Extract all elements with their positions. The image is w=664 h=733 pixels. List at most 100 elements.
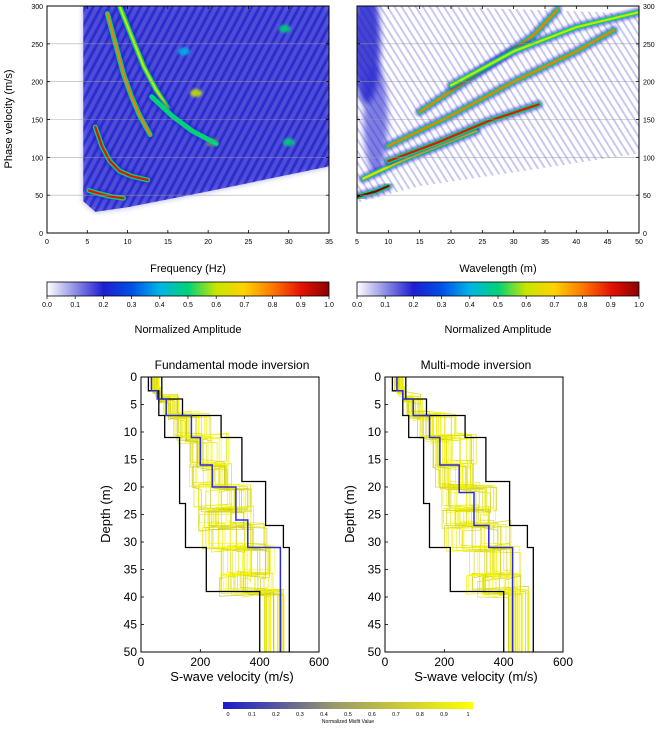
y-tick-label: 300 <box>31 4 43 11</box>
y-tick-label: 50 <box>35 193 43 200</box>
y-tick-label: 250 <box>31 42 43 49</box>
amplitude-colorbar-left: Normalized Amplitude 0.0 0.1 0.2 0.3 0.4 0.5 0… <box>42 281 334 336</box>
x-tick-label: 0 <box>138 655 145 669</box>
model-profile <box>397 377 510 652</box>
chart-title: Multi-mode inversion <box>421 358 532 372</box>
x-tick-label: 600 <box>309 655 329 669</box>
x-tick-label: 20 <box>447 239 455 246</box>
colorbar-tick-label: 0.9 <box>296 302 306 309</box>
y-tick-label: 200 <box>31 80 43 87</box>
x-tick-label: 30 <box>510 239 518 246</box>
y-tick-label: 10 <box>124 425 138 439</box>
colorbar-label: Normalized Amplitude <box>135 324 242 336</box>
y-tick-label: 150 <box>643 118 655 125</box>
x-tick-label: 45 <box>604 239 612 246</box>
y-tick-label: 20 <box>368 480 382 494</box>
misfit-colorbar: Normalized Misfit Value 0 0.1 0.2 0.3 0.4 0.5… <box>223 702 473 725</box>
y-tick-label: 40 <box>368 590 382 604</box>
x-tick-label: 400 <box>494 655 514 669</box>
x-tick-label: 0 <box>382 655 389 669</box>
colorbar-tick-label: 0.6 <box>211 302 221 309</box>
y-axis-label: Depth (m) <box>342 485 357 543</box>
grid-lines <box>357 43 639 196</box>
y-tick-label: 5 <box>130 398 137 412</box>
x-tick-label: 15 <box>164 239 172 246</box>
plot-frame <box>140 376 320 653</box>
x-axis-ticks: 5 10 15 20 25 30 35 40 45 50 <box>355 6 643 246</box>
grid-lines <box>47 43 329 196</box>
model-profile <box>155 377 270 652</box>
y-tick-label: 10 <box>368 425 382 439</box>
colorbar-gradient <box>356 281 640 297</box>
x-axis-label: S-wave velocity (m/s) <box>414 669 538 684</box>
chart-title: Fundamental mode inversion <box>155 358 310 372</box>
y-tick-label: 250 <box>643 42 655 49</box>
ridge <box>106 12 152 136</box>
y-tick-label: 15 <box>124 453 138 467</box>
colorbar-tick-label: 1.0 <box>324 302 334 309</box>
ridge <box>150 95 218 145</box>
y-tick-label: 50 <box>124 645 138 659</box>
y-tick-label: 300 <box>643 4 655 11</box>
upper-bound <box>161 377 290 652</box>
colorbar-tick-label: 0.5 <box>183 302 193 309</box>
x-tick-label: 15 <box>416 239 424 246</box>
colorbar-label: Normalized Misfit Value <box>322 719 374 725</box>
colorbar-tick-label: 0.5 <box>344 712 352 718</box>
y-tick-label: 100 <box>643 155 655 162</box>
colorbar-tick-label: 0 <box>226 712 229 718</box>
y-tick-label: 15 <box>368 453 382 467</box>
colorbar-tick-label: 0.6 <box>368 712 376 718</box>
y-tick-label: 50 <box>643 193 651 200</box>
colorbar-gradient <box>223 702 473 709</box>
tested-models <box>151 377 285 652</box>
hotspot <box>278 24 291 33</box>
y-tick-label: 30 <box>368 535 382 549</box>
x-axis-label: Frequency (Hz) <box>150 263 226 275</box>
ridge <box>449 11 639 87</box>
colorbar-tick-label: 0.8 <box>268 302 278 309</box>
dispersion-ridges <box>357 6 639 202</box>
x-axis-label: S-wave velocity (m/s) <box>170 669 294 684</box>
y-axis-label: Depth (m) <box>98 485 113 543</box>
x-tick-label: 600 <box>553 655 573 669</box>
x-tick-label: 35 <box>541 239 549 246</box>
x-tick-label: 25 <box>478 239 486 246</box>
x-tick-label: 200 <box>434 655 454 669</box>
hotspot <box>282 138 295 147</box>
y-tick-label: 150 <box>31 118 43 125</box>
fundamental-inversion-panel: Fundamental mode inversion 0 200 400 600 05… <box>98 358 329 684</box>
colorbar-tick-label: 0.9 <box>606 302 616 309</box>
x-tick-label: 25 <box>245 239 253 246</box>
colorbar-tick-label: 0.2 <box>409 302 419 309</box>
y-tick-label: 5 <box>374 398 381 412</box>
y-tick-label: 200 <box>643 80 655 87</box>
y-tick-label: 50 <box>368 645 382 659</box>
x-tick-label: 10 <box>384 239 392 246</box>
amplitude-colorbar-right: Normalized Amplitude 0.0 0.1 0.2 0.3 0.4 0.5 0… <box>352 281 644 336</box>
colorbar-tick-label: 0.8 <box>578 302 588 309</box>
x-tick-label: 40 <box>572 239 580 246</box>
y-tick-label: 40 <box>124 590 138 604</box>
colorbar-tick-label: 1 <box>466 712 469 718</box>
colorbar-tick-label: 0.0 <box>352 302 362 309</box>
y-tick-label: 25 <box>124 508 138 522</box>
x-axis-ticks: 0 200 400 600 <box>138 649 329 669</box>
colorbar-label: Normalized Amplitude <box>445 324 552 336</box>
dispersion-ridges <box>84 6 221 203</box>
x-tick-label: 5 <box>85 239 89 246</box>
y-tick-label: 0 <box>374 370 381 384</box>
colorbar-tick-label: 0.4 <box>155 302 165 309</box>
y-tick-label: 30 <box>124 535 138 549</box>
model-profile <box>155 377 266 652</box>
y-axis-ticks: 0 5 10 15 20 25 30 35 40 45 50 <box>368 370 388 659</box>
x-tick-label: 0 <box>45 239 49 246</box>
y-axis-ticks: 0 50 100 150 200 250 300 <box>31 4 329 238</box>
hotspot <box>190 89 203 98</box>
y-tick-label: 0 <box>643 231 647 238</box>
x-tick-label: 35 <box>325 239 333 246</box>
colorbar-tick-label: 0.1 <box>380 302 390 309</box>
x-tick-label: 20 <box>204 239 212 246</box>
